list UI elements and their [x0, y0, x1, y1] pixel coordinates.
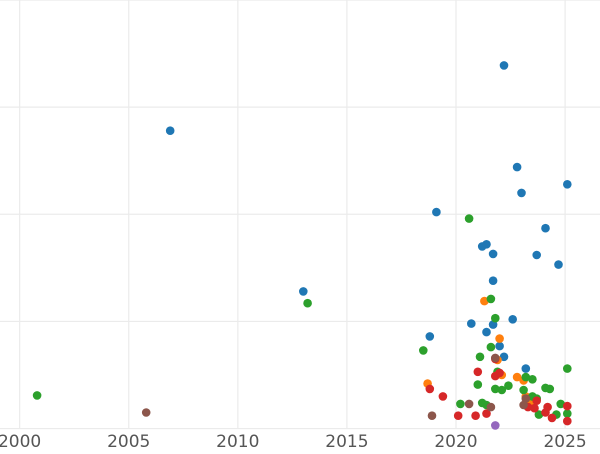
- point-green-0: [32, 391, 42, 400]
- point-green-4: [464, 214, 474, 223]
- point-green-2: [419, 346, 428, 355]
- point-green-10: [486, 294, 496, 304]
- point-blue-19: [541, 223, 550, 233]
- point-blue-3: [432, 207, 441, 217]
- point-blue-17: [521, 364, 531, 373]
- point-blue-16: [517, 188, 526, 198]
- point-brown-1: [427, 411, 437, 421]
- point-blue-8: [488, 249, 498, 259]
- point-blue-13: [499, 352, 509, 362]
- point-orange-5: [512, 372, 522, 382]
- point-blue-20: [554, 260, 563, 269]
- x-tick-label-2010: 2010: [216, 432, 259, 450]
- point-green-27: [563, 409, 572, 418]
- point-brown-3: [486, 402, 496, 412]
- point-blue-1: [299, 287, 308, 296]
- point-blue-9: [488, 276, 498, 286]
- point-green-3: [456, 399, 465, 409]
- grid-lines: [0, 0, 600, 430]
- point-brown-2: [464, 399, 474, 409]
- point-brown-6: [521, 394, 531, 403]
- point-green-12: [491, 384, 500, 394]
- point-green-11: [491, 313, 500, 323]
- point-red-1: [438, 392, 448, 401]
- point-red-2: [453, 411, 463, 421]
- point-green-6: [475, 352, 485, 362]
- point-red-5: [482, 409, 491, 418]
- point-red-14: [547, 413, 557, 423]
- point-brown-4: [491, 353, 500, 363]
- point-brown-0: [141, 408, 151, 417]
- point-green-18: [528, 375, 537, 384]
- point-red-8: [495, 368, 504, 378]
- point-green-14: [497, 385, 507, 395]
- point-red-15: [563, 416, 572, 426]
- point-green-26: [563, 364, 572, 373]
- x-tick-label-2020: 2020: [434, 432, 477, 450]
- point-blue-4: [467, 319, 476, 328]
- point-orange-3: [495, 334, 504, 343]
- x-axis-ticks: 2000 2005 2010 2015 2020 2025: [0, 432, 587, 452]
- point-green-21: [534, 410, 544, 419]
- point-orange-1: [480, 296, 489, 306]
- point-purple-0: [491, 421, 500, 430]
- point-green-25: [556, 399, 565, 409]
- point-blue-2: [425, 332, 435, 341]
- point-blue-7: [482, 327, 491, 337]
- point-green-23: [545, 384, 555, 394]
- point-blue-15: [512, 162, 522, 172]
- point-blue-6: [482, 240, 491, 249]
- x-tick-label-2000: 2000: [0, 432, 41, 450]
- point-red-0: [425, 384, 435, 394]
- point-blue-18: [532, 250, 541, 260]
- x-tick-label-2005: 2005: [107, 432, 150, 450]
- x-tick-label-2025: 2025: [543, 432, 586, 450]
- point-red-11: [532, 396, 541, 406]
- point-green-15: [504, 381, 513, 391]
- point-red-13: [543, 402, 552, 412]
- point-green-1: [303, 298, 312, 308]
- x-tick-label-2015: 2015: [325, 432, 368, 450]
- point-green-5: [473, 380, 483, 389]
- point-red-16: [563, 401, 572, 411]
- point-green-16: [519, 385, 528, 395]
- point-blue-12: [499, 61, 509, 70]
- point-blue-14: [508, 315, 517, 324]
- point-red-3: [471, 411, 480, 421]
- point-green-17: [521, 372, 531, 382]
- point-red-4: [473, 367, 483, 377]
- point-blue-11: [495, 341, 504, 351]
- data-points: [32, 61, 572, 430]
- point-green-9: [486, 342, 496, 352]
- point-blue-21: [563, 180, 572, 189]
- point-red-10: [530, 403, 539, 413]
- point-blue-0: [165, 126, 175, 135]
